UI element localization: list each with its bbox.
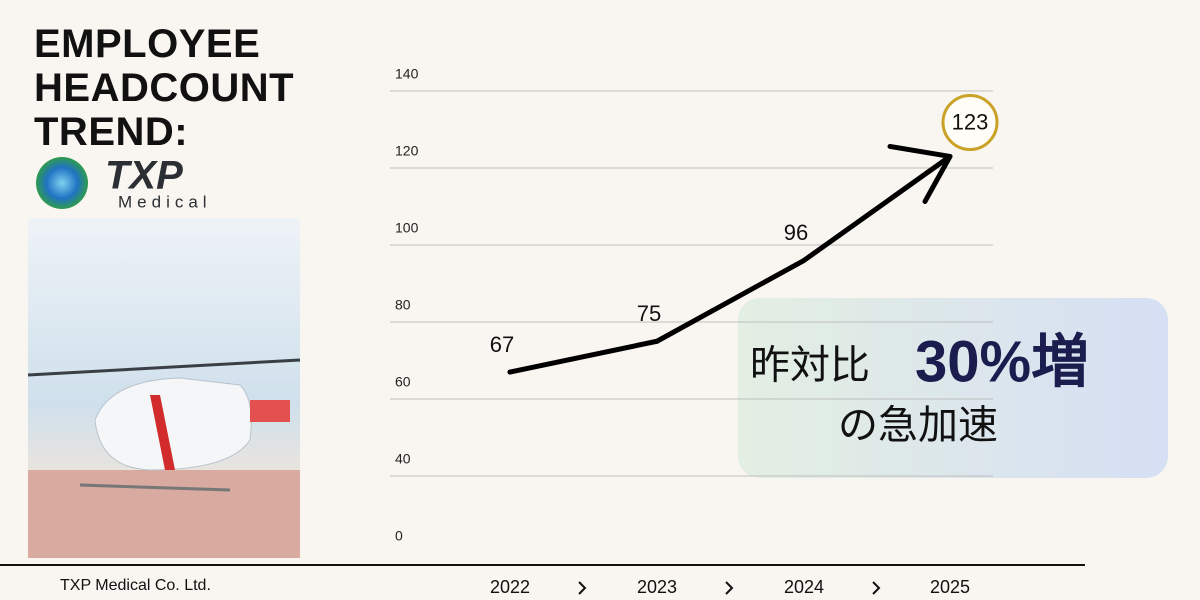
y-tick-label: 0 [395, 528, 403, 544]
data-label: 123 [952, 109, 989, 134]
y-tick-label: 140 [395, 66, 419, 82]
logo-name: TXP [105, 154, 183, 198]
x-tick-label: 2022 [490, 577, 530, 597]
highlight-ring [941, 93, 999, 151]
x-tick-label: 2024 [784, 577, 824, 597]
y-tick-label: 60 [395, 374, 411, 390]
point [507, 369, 513, 375]
y-tick-label: 40 [395, 451, 411, 467]
point [654, 338, 660, 344]
line [507, 153, 953, 375]
annotation: の急加速 [838, 404, 998, 448]
title: EMPLOYEE HEADCOUNT TREND: [34, 22, 295, 154]
x-tick-label: 2025 [930, 577, 970, 597]
x-tick-label: 2023 [637, 577, 677, 597]
arrow-head [887, 143, 953, 204]
point [801, 257, 807, 263]
annotation: 昨対比 [750, 344, 870, 388]
footer: TXP Medical Co. Ltd. [60, 577, 211, 594]
callout [738, 298, 1168, 478]
data-label: 67 [490, 332, 514, 357]
logo: TXP Medical [36, 154, 212, 211]
annotation-highlight: 30%増 [915, 329, 1089, 394]
data-label: 75 [637, 301, 661, 326]
logo-sub: Medical [118, 192, 212, 211]
chevrons [578, 581, 881, 595]
y-tick-label: 120 [395, 143, 419, 159]
y-tick-label: 80 [395, 297, 411, 313]
data-label: 96 [784, 220, 808, 245]
plot: 0 40 60 80 100 120 140 [390, 66, 993, 544]
photo [27, 218, 301, 558]
y-tick-label: 100 [395, 220, 419, 236]
